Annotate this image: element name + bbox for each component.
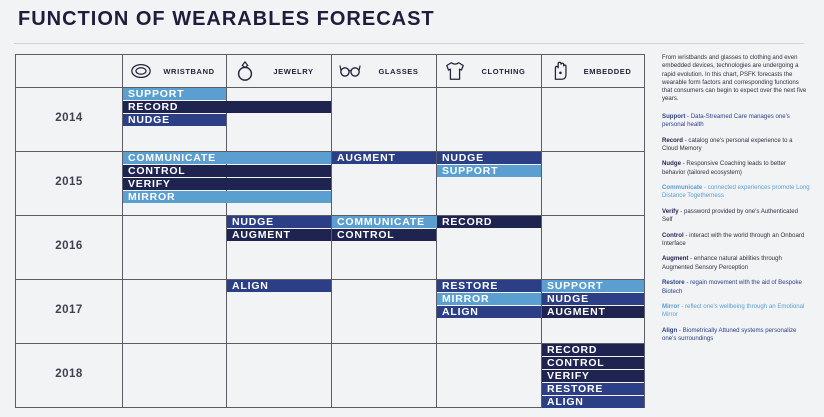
legend-desc: - Biometrically Attuned systems personal… [662, 326, 797, 343]
column-label: WRISTBAND [163, 66, 215, 76]
column-divider [331, 55, 332, 407]
year-label: 2017 [55, 304, 83, 316]
legend-item-restore: Restore - regain movement with the aid o… [662, 279, 810, 296]
column-label: EMBEDDED [583, 66, 632, 76]
intro-text: From wristbands and glasses to clothing … [662, 54, 807, 103]
bar-support: SUPPORT [123, 88, 226, 100]
bar-record: RECORD [437, 216, 541, 228]
bar-control: CONTROL [332, 229, 436, 241]
legend-desc: - reflect one's wellbeing through an Emo… [662, 303, 805, 319]
bar-communicate: COMMUNICATE [123, 152, 331, 164]
bar-align: ALIGN [227, 280, 331, 292]
row-divider [16, 87, 644, 88]
bar-support: SUPPORT [542, 280, 644, 292]
bar-control: CONTROL [542, 357, 644, 369]
ring-icon [234, 60, 256, 82]
bar-nudge: NUDGE [123, 114, 226, 126]
bar-augment: AUGMENT [227, 229, 331, 241]
row-divider [16, 215, 644, 216]
page-title: FUNCTION OF WEARABLES FORECAST [18, 8, 435, 30]
legend-term: Nudge [662, 160, 681, 168]
legend-term: Align [662, 326, 678, 334]
legend-desc: - enhance natural abilities through Augm… [662, 255, 782, 271]
legend-desc: - regain movement with the aid of Bespok… [662, 279, 802, 295]
legend-term: Verify [662, 207, 679, 215]
year-label: 2014 [55, 112, 83, 124]
year-label: 2015 [55, 176, 83, 188]
legend-desc: - connected experiences promote Long Dis… [662, 184, 810, 200]
legend-item-align: Align - Biometrically Attuned systems pe… [662, 327, 810, 344]
column-header-clothing: CLOTHING [436, 55, 541, 87]
bar-record: RECORD [123, 101, 331, 113]
legend-item-record: Record - catalog one's personal experien… [662, 137, 810, 154]
column-header-glasses: GLASSES [331, 55, 436, 87]
bar-align: ALIGN [542, 396, 644, 408]
legend-list: Support - Data-Streamed Care manages one… [662, 113, 810, 344]
legend-item-verify: Verify - password provided by one's Auth… [662, 208, 810, 225]
bar-mirror: MIRROR [437, 293, 541, 305]
year-label: 2016 [55, 240, 83, 252]
legend-item-mirror: Mirror - reflect one's wellbeing through… [662, 303, 810, 320]
column-divider [226, 55, 227, 407]
hand-icon [549, 60, 571, 82]
column-header-wristband: WRISTBAND [122, 55, 226, 87]
legend-term: Record [662, 136, 683, 144]
column-header-jewelry: JEWELRY [226, 55, 331, 87]
bar-augment: AUGMENT [332, 152, 436, 164]
bar-nudge: NUDGE [227, 216, 331, 228]
legend-desc: - Data-Streamed Care manages one's perso… [662, 112, 790, 129]
bar-record: RECORD [542, 344, 644, 356]
column-header-embedded: EMBEDDED [541, 55, 644, 87]
legend-desc: - interact with the world through an Onb… [662, 231, 805, 247]
bar-mirror: MIRROR [123, 191, 331, 203]
legend-desc: - catalog one's personal experience to a… [662, 136, 793, 152]
legend-term: Communicate [662, 184, 703, 192]
legend-term: Mirror [662, 303, 680, 311]
legend-term: Control [662, 231, 684, 239]
legend-term: Support [662, 112, 686, 120]
row-divider [16, 279, 644, 280]
wristband-icon [130, 60, 152, 82]
year-label: 2018 [55, 368, 83, 380]
bar-augment: AUGMENT [542, 306, 644, 318]
column-divider [436, 55, 437, 407]
legend-term: Augment [662, 255, 689, 263]
column-label: GLASSES [378, 66, 419, 76]
forecast-table: WRISTBAND JEWELRY GLASSES CLOTHING EMBEDDED 2… [15, 54, 645, 408]
bar-nudge: NUDGE [437, 152, 541, 164]
legend-item-support: Support - Data-Streamed Care manages one… [662, 113, 810, 130]
bar-nudge: NUDGE [542, 293, 644, 305]
legend-desc: - password provided by one's Authenticat… [662, 207, 798, 224]
column-divider [122, 55, 123, 407]
column-divider [541, 55, 542, 407]
bar-verify: VERIFY [542, 370, 644, 382]
legend-item-control: Control - interact with the world throug… [662, 232, 810, 249]
row-divider [16, 151, 644, 152]
legend-term: Restore [662, 279, 685, 287]
legend-panel: From wristbands and glasses to clothing … [662, 54, 810, 351]
legend-desc: - Responsive Coaching leads to better be… [662, 160, 786, 176]
title-divider [14, 43, 804, 44]
bar-verify: VERIFY [123, 178, 331, 190]
legend-item-communicate: Communicate - connected experiences prom… [662, 184, 810, 201]
glasses-icon [339, 60, 361, 82]
row-divider [16, 343, 644, 344]
bar-support: SUPPORT [437, 165, 541, 177]
column-label: CLOTHING [481, 66, 526, 76]
column-label: JEWELRY [273, 66, 314, 76]
legend-item-augment: Augment - enhance natural abilities thro… [662, 255, 810, 272]
legend-item-nudge: Nudge - Responsive Coaching leads to bet… [662, 160, 810, 177]
shirt-icon [444, 60, 466, 82]
bar-restore: RESTORE [437, 280, 541, 292]
bar-align: ALIGN [437, 306, 541, 318]
bar-restore: RESTORE [542, 383, 644, 395]
bar-control: CONTROL [123, 165, 331, 177]
